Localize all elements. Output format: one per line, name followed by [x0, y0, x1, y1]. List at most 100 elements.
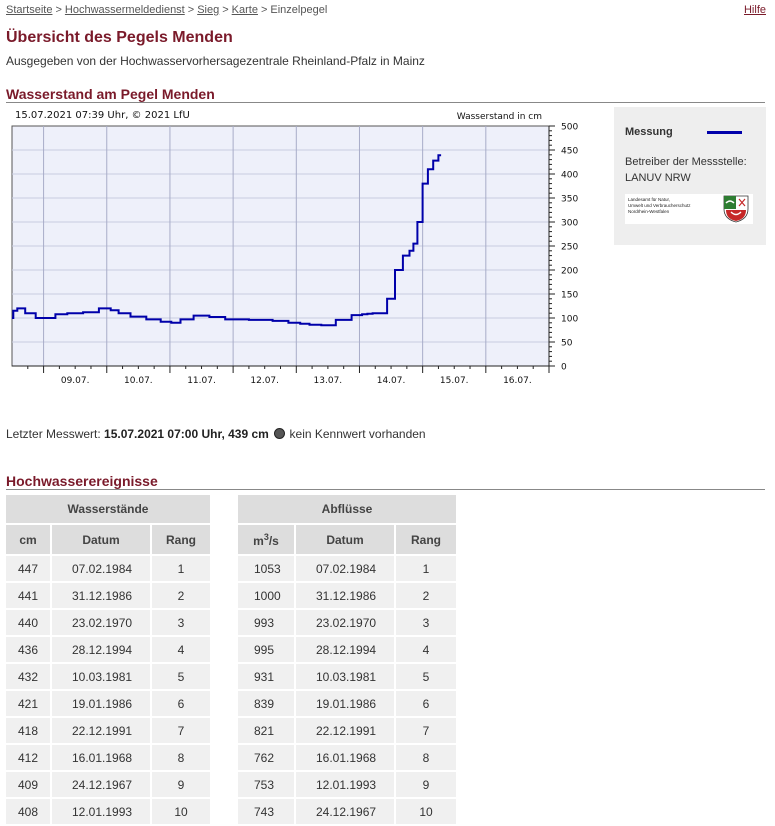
legend-label-messung: Messung: [625, 126, 673, 138]
cell-value: 409: [6, 772, 50, 797]
cell-value: 995: [238, 637, 294, 662]
cell-rank: 6: [396, 691, 456, 716]
cell-date: 24.12.1967: [296, 799, 394, 824]
logo-text: Landesamt für Natur, Umwelt und Verbrauc…: [628, 197, 691, 214]
cell-rank: 1: [152, 556, 210, 581]
cell-value: 839: [238, 691, 294, 716]
last-measurement: Letzter Messwert: 15.07.2021 07:00 Uhr, …: [6, 427, 426, 441]
section-divider: [6, 489, 765, 490]
breadcrumb: Startseite > Hochwassermeldedienst > Sieg > Ka…: [6, 4, 328, 16]
cell-date: 22.12.1991: [296, 718, 394, 743]
x-tick-label: 13.07.: [314, 376, 343, 386]
cell-rank: 5: [152, 664, 210, 689]
cell-rank: 8: [152, 745, 210, 770]
cell-date: 16.01.1968: [296, 745, 394, 770]
cell-rank: 10: [152, 799, 210, 824]
x-tick-label: 12.07.: [250, 376, 279, 386]
chart-ylabel: Wasserstand in cm: [457, 112, 542, 122]
cell-date: 23.02.1970: [52, 610, 150, 635]
section-title-events: Hochwasserereignisse: [6, 473, 158, 489]
cell-date: 24.12.1967: [52, 772, 150, 797]
y-tick-label: 500: [561, 123, 578, 133]
y-tick-label: 200: [561, 267, 578, 277]
cell-rank: 9: [396, 772, 456, 797]
cell-value: 412: [6, 745, 50, 770]
page-title: Übersicht des Pegels Menden: [6, 29, 233, 46]
x-tick-label: 14.07.: [377, 376, 406, 386]
cell-rank: 3: [152, 610, 210, 635]
cell-value: 762: [238, 745, 294, 770]
cell-rank: 5: [396, 664, 456, 689]
table-row: 436 28.12.1994 4: [6, 637, 210, 662]
cell-date: 19.01.1986: [296, 691, 394, 716]
section-divider: [6, 102, 765, 103]
column-header-datum: Datum: [296, 525, 394, 554]
chart-legend: Messung Betreiber der Messstelle: LANUV …: [614, 107, 766, 245]
column-header-rang: Rang: [152, 525, 210, 554]
cell-rank: 8: [396, 745, 456, 770]
cell-rank: 4: [152, 637, 210, 662]
x-tick-label: 09.07.: [61, 376, 90, 386]
cell-date: 07.02.1984: [296, 556, 394, 581]
cell-date: 07.02.1984: [52, 556, 150, 581]
breadcrumb-link-karte[interactable]: Karte: [231, 4, 258, 16]
cell-date: 12.01.1993: [296, 772, 394, 797]
cell-date: 31.12.1986: [52, 583, 150, 608]
x-tick-label: 11.07.: [187, 376, 216, 386]
cell-value: 821: [238, 718, 294, 743]
cell-rank: 4: [396, 637, 456, 662]
table-row: 753 12.01.1993 9: [238, 772, 456, 797]
table-row: 440 23.02.1970 3: [6, 610, 210, 635]
cell-value: 993: [238, 610, 294, 635]
cell-value: 408: [6, 799, 50, 824]
cell-rank: 6: [152, 691, 210, 716]
help-link[interactable]: Hilfe: [743, 4, 766, 16]
section-title-chart: Wasserstand am Pegel Menden: [6, 86, 215, 102]
chart-title: 15.07.2021 07:39 Uhr, © 2021 LfU: [15, 110, 190, 121]
table-title-wasserstaende: Wasserstände: [6, 495, 210, 523]
cell-rank: 2: [396, 583, 456, 608]
column-header-rang: Rang: [396, 525, 456, 554]
table-row: 1053 07.02.1984 1: [238, 556, 456, 581]
table-row: 993 23.02.1970 3: [238, 610, 456, 635]
x-tick-label: 10.07.: [124, 376, 153, 386]
y-tick-label: 0: [561, 363, 567, 373]
breadcrumb-current: Einzelpegel: [270, 4, 328, 16]
table-row: 821 22.12.1991 7: [238, 718, 456, 743]
cell-value: 440: [6, 610, 50, 635]
cell-date: 10.03.1981: [296, 664, 394, 689]
breadcrumb-link-sieg[interactable]: Sieg: [197, 4, 220, 16]
cell-date: 28.12.1994: [52, 637, 150, 662]
table-row: 447 07.02.1984 1: [6, 556, 210, 581]
breadcrumb-link-hochwassermeldedienst[interactable]: Hochwassermeldedienst: [64, 4, 185, 16]
column-header-m3s: m3/s: [238, 525, 294, 554]
series-line-messung: [12, 154, 442, 327]
cell-rank: 2: [152, 583, 210, 608]
cell-rank: 9: [152, 772, 210, 797]
status-dot-icon: [274, 428, 286, 439]
nrw-coat-of-arms-icon: [723, 195, 749, 223]
y-tick-label: 150: [561, 291, 578, 301]
cell-date: 22.12.1991: [52, 718, 150, 743]
cell-value: 432: [6, 664, 50, 689]
y-tick-label: 50: [561, 339, 573, 349]
table-row: 762 16.01.1968 8: [238, 745, 456, 770]
cell-date: 23.02.1970: [296, 610, 394, 635]
table-abfluesse: Abflüsse m3/s Datum Rang 1053 07.02.1984 1…: [236, 493, 458, 826]
y-tick-label: 250: [561, 243, 578, 253]
cell-rank: 3: [396, 610, 456, 635]
table-row: 441 31.12.1986 2: [6, 583, 210, 608]
table-row: 839 19.01.1986 6: [238, 691, 456, 716]
cell-value: 447: [6, 556, 50, 581]
table-row: 743 24.12.1967 10: [238, 799, 456, 824]
cell-date: 16.01.1968: [52, 745, 150, 770]
y-tick-label: 100: [561, 315, 578, 325]
breadcrumb-link-startseite[interactable]: Startseite: [6, 4, 53, 16]
table-title-abfluesse: Abflüsse: [238, 495, 456, 523]
cell-rank: 7: [152, 718, 210, 743]
cell-value: 743: [238, 799, 294, 824]
legend-operator: Betreiber der Messstelle: LANUV NRW: [625, 154, 747, 186]
cell-value: 441: [6, 583, 50, 608]
table-row: 995 28.12.1994 4: [238, 637, 456, 662]
cell-value: 1053: [238, 556, 294, 581]
